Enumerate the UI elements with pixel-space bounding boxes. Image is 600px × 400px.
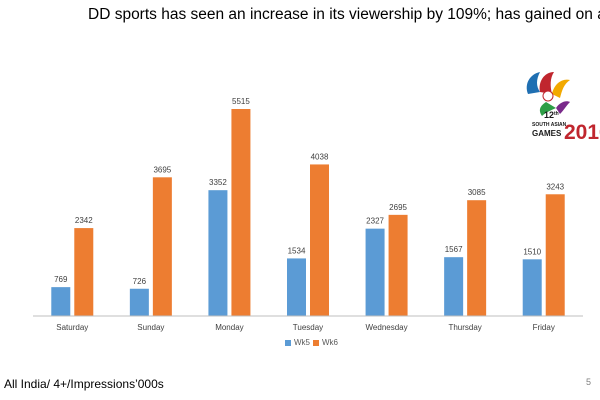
bar-wk5-sunday	[129, 288, 149, 316]
bar-wk6-tuesday	[310, 164, 329, 316]
value-label-wk5-thursday: 1567	[445, 245, 463, 254]
value-label-wk6-friday: 3243	[546, 182, 564, 191]
category-label-friday: Friday	[533, 323, 555, 332]
page-number: 5	[586, 377, 592, 387]
bar-wk6-saturday	[74, 228, 94, 316]
value-label-wk5-monday: 3352	[209, 178, 227, 187]
bar-wk6-sunday	[152, 177, 172, 316]
bar-wk6-monday	[231, 109, 251, 316]
slide-title: DD sports has seen an increase in its vi…	[88, 6, 600, 23]
value-label-wk5-sunday: 726	[133, 277, 147, 286]
bar-wk5-wednesday	[365, 228, 385, 316]
value-label-wk5-saturday: 769	[54, 275, 68, 284]
bar-wk5-thursday	[444, 257, 464, 316]
value-label-wk6-sunday: 3695	[153, 165, 171, 174]
logo-emblem	[526, 72, 570, 116]
category-label-monday: Monday	[215, 323, 243, 332]
value-label-wk5-wednesday: 2327	[366, 217, 384, 226]
bar-wk5-friday	[522, 259, 542, 316]
south-asian-games-logo: 12th SOUTH ASIAN GAMES 2016	[526, 72, 600, 144]
footnote: All India/ 4+/Impressions’000s	[4, 377, 164, 391]
category-label-wednesday: Wednesday	[366, 323, 408, 332]
value-labels-group: 769 2342 726 3695 3352 5515 1534 4038 2327 2695 15…	[54, 97, 565, 286]
chart-legend: Wk5 Wk6	[0, 338, 600, 352]
legend-item-wk5: Wk5	[285, 338, 310, 347]
bar-wk5-saturday	[51, 287, 71, 316]
value-label-wk6-monday: 5515	[232, 97, 250, 106]
value-label-wk6-saturday: 2342	[75, 216, 93, 225]
value-label-wk6-tuesday: 4038	[311, 152, 329, 161]
bar-wk5-tuesday	[287, 258, 306, 316]
category-label-saturday: Saturday	[56, 323, 88, 332]
category-label-thursday: Thursday	[448, 323, 481, 332]
value-label-wk5-friday: 1510	[523, 247, 541, 256]
value-label-wk6-wednesday: 2695	[389, 203, 407, 212]
value-label-wk6-thursday: 3085	[468, 188, 486, 197]
bar-wk5-monday	[208, 190, 228, 316]
legend-item-wk6: Wk6	[313, 338, 338, 347]
logo-year: 2016	[564, 121, 600, 144]
value-label-wk5-tuesday: 1534	[288, 246, 306, 255]
legend-swatch-wk5	[285, 339, 291, 346]
legend-swatch-wk6	[313, 339, 319, 346]
bar-wk6-wednesday	[388, 214, 408, 316]
legend-label-wk5: Wk5	[294, 338, 310, 347]
bar-wk6-thursday	[467, 200, 487, 316]
bars-group	[51, 109, 565, 316]
logo-line1: SOUTH ASIAN	[532, 122, 567, 128]
logo-number: 12th	[544, 110, 559, 120]
logo-superscript: th	[554, 111, 559, 117]
category-labels-group: Saturday Sunday Monday Tuesday Wednesday Thur…	[56, 323, 555, 332]
legend-label-wk6: Wk6	[322, 338, 338, 347]
category-label-sunday: Sunday	[137, 323, 164, 332]
category-label-tuesday: Tuesday	[293, 323, 323, 332]
logo-line2: GAMES	[532, 129, 562, 138]
bar-wk6-friday	[545, 194, 565, 316]
